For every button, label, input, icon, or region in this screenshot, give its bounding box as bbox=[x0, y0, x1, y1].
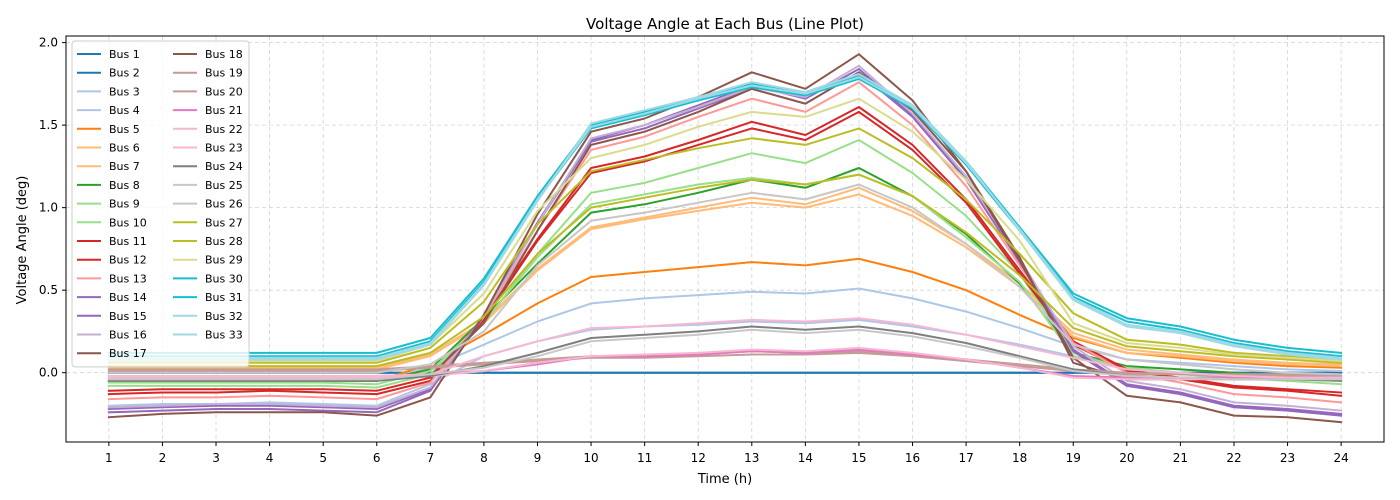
x-tick-label: 11 bbox=[637, 451, 652, 465]
x-axis-ticks: 1 2 3 4 5 6 7 8 9 10 11 12 13 14 15 16 17 18 19 20 21 22 23 24 bbox=[105, 442, 1349, 465]
x-tick-label: 6 bbox=[373, 451, 381, 465]
series-line-bus-14 bbox=[107, 71, 1343, 415]
legend-label: Bus 12 bbox=[109, 254, 147, 267]
x-tick-label: 2 bbox=[159, 451, 167, 465]
x-tick-label: 13 bbox=[744, 451, 759, 465]
legend-label: Bus 13 bbox=[109, 272, 147, 285]
legend-label: Bus 27 bbox=[205, 216, 243, 229]
x-tick-label: 17 bbox=[958, 451, 973, 465]
x-tick-label: 12 bbox=[691, 451, 706, 465]
series-line-bus-11 bbox=[107, 106, 1343, 397]
y-tick-label: 0.0 bbox=[39, 366, 58, 380]
legend-label: Bus 19 bbox=[205, 67, 243, 80]
legend-label: Bus 15 bbox=[109, 310, 147, 323]
legend-label: Bus 1 bbox=[109, 48, 140, 61]
series-line-bus-29 bbox=[107, 97, 1343, 363]
legend-label: Bus 24 bbox=[205, 160, 243, 173]
series-line-bus-15 bbox=[107, 68, 1343, 417]
x-tick-label: 3 bbox=[212, 451, 220, 465]
x-tick-label: 18 bbox=[1012, 451, 1027, 465]
x-tick-label: 1 bbox=[105, 451, 113, 465]
y-tick-label: 1.0 bbox=[39, 201, 58, 215]
x-tick-label: 9 bbox=[534, 451, 542, 465]
legend: Bus 1 Bus 2 Bus 3 Bus 4 Bus 5 Bus 6 Bus 7 Bus 8… bbox=[71, 40, 250, 368]
series-line-bus-33 bbox=[107, 73, 1343, 361]
legend-label: Bus 23 bbox=[205, 142, 243, 155]
legend-label: Bus 4 bbox=[109, 104, 140, 117]
legend-label: Bus 33 bbox=[205, 329, 243, 342]
legend-label: Bus 14 bbox=[109, 291, 147, 304]
y-axis-ticks: 0.0 0.5 1.0 1.5 2.0 bbox=[39, 36, 66, 380]
x-tick-label: 24 bbox=[1333, 451, 1348, 465]
series-line-bus-10 bbox=[107, 173, 1343, 386]
legend-label: Bus 32 bbox=[205, 310, 243, 323]
x-tick-label: 19 bbox=[1066, 451, 1081, 465]
legend-label: Bus 18 bbox=[205, 48, 243, 61]
y-tick-label: 0.5 bbox=[39, 283, 58, 297]
legend-label: Bus 9 bbox=[109, 198, 140, 211]
legend-label: Bus 21 bbox=[205, 104, 243, 117]
x-tick-label: 20 bbox=[1119, 451, 1134, 465]
series-line-bus-23 bbox=[107, 317, 1343, 379]
legend-label: Bus 10 bbox=[109, 216, 147, 229]
y-tick-label: 1.5 bbox=[39, 118, 58, 132]
x-tick-label: 4 bbox=[266, 451, 274, 465]
legend-label: Bus 20 bbox=[205, 85, 243, 98]
legend-label: Bus 5 bbox=[109, 123, 140, 136]
legend-label: Bus 2 bbox=[109, 67, 140, 80]
series-line-bus-20 bbox=[107, 351, 1343, 377]
y-tick-label: 2.0 bbox=[39, 36, 58, 50]
series-line-bus-26 bbox=[107, 183, 1343, 376]
legend-label: Bus 11 bbox=[109, 235, 147, 248]
series-line-bus-32 bbox=[107, 76, 1343, 359]
x-tick-label: 23 bbox=[1280, 451, 1295, 465]
chart-title: Voltage Angle at Each Bus (Line Plot) bbox=[586, 15, 864, 33]
series-lines bbox=[107, 53, 1343, 424]
legend-label: Bus 8 bbox=[109, 179, 140, 192]
x-tick-label: 10 bbox=[583, 451, 598, 465]
y-axis-label: Voltage Angle (deg) bbox=[15, 176, 30, 305]
series-line-bus-7 bbox=[107, 186, 1343, 369]
series-line-bus-28 bbox=[107, 127, 1343, 364]
series-line-bus-31 bbox=[107, 77, 1343, 358]
series-line-bus-17 bbox=[107, 53, 1343, 424]
legend-label: Bus 22 bbox=[205, 123, 243, 136]
x-tick-label: 21 bbox=[1173, 451, 1188, 465]
legend-label: Bus 3 bbox=[109, 85, 140, 98]
plot-area-frame bbox=[65, 35, 1385, 443]
legend-label: Bus 30 bbox=[205, 272, 243, 285]
legend-label: Bus 28 bbox=[205, 235, 243, 248]
series-line-bus-22 bbox=[107, 346, 1343, 381]
x-tick-label: 22 bbox=[1226, 451, 1241, 465]
series-line-bus-25 bbox=[107, 328, 1343, 381]
series-line-bus-27 bbox=[107, 173, 1343, 368]
x-tick-label: 8 bbox=[480, 451, 488, 465]
legend-label: Bus 7 bbox=[109, 160, 140, 173]
legend-label: Bus 25 bbox=[205, 179, 243, 192]
series-line-bus-16 bbox=[107, 64, 1343, 412]
legend-label: Bus 29 bbox=[205, 254, 243, 267]
legend-label: Bus 16 bbox=[109, 329, 147, 342]
x-tick-label: 16 bbox=[905, 451, 920, 465]
legend-label: Bus 31 bbox=[205, 291, 243, 304]
x-tick-label: 14 bbox=[798, 451, 813, 465]
x-tick-label: 5 bbox=[319, 451, 327, 465]
x-tick-label: 7 bbox=[427, 451, 435, 465]
x-tick-label: 15 bbox=[851, 451, 866, 465]
x-axis-label: Time (h) bbox=[697, 472, 752, 487]
legend-label: Bus 26 bbox=[205, 198, 243, 211]
legend-box bbox=[71, 40, 250, 368]
legend-label: Bus 6 bbox=[109, 142, 140, 155]
legend-label: Bus 17 bbox=[109, 347, 147, 360]
